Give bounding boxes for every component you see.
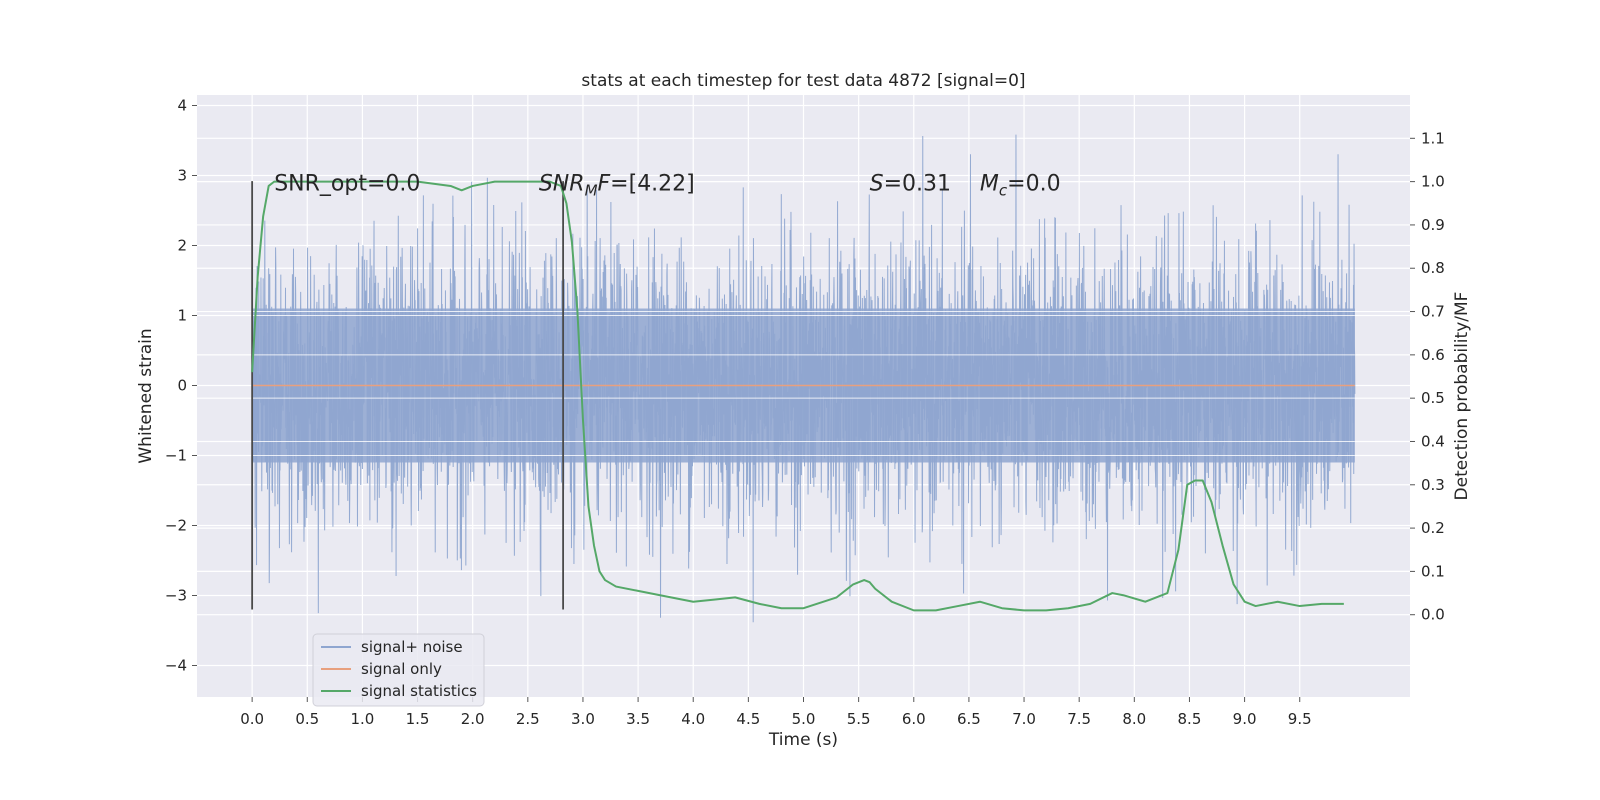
annotation-main: SNR bbox=[539, 172, 585, 197]
y-tick-label: 3 bbox=[177, 167, 187, 185]
x-tick-label: 1.5 bbox=[406, 710, 430, 728]
annotation-main: SNR_opt=0.0 bbox=[274, 172, 420, 197]
y2-tick-label: 0.6 bbox=[1421, 346, 1445, 364]
annotation-subscript: c bbox=[999, 182, 1008, 200]
y-tick-label: −4 bbox=[165, 657, 187, 675]
line-layer bbox=[251, 180, 1355, 612]
x-tick-label: 2.5 bbox=[516, 710, 540, 728]
annotation-main: M bbox=[980, 172, 999, 197]
annotation-value: =0.31 bbox=[884, 172, 951, 197]
x-tick-label: 6.5 bbox=[957, 710, 981, 728]
annotation-mc-value: Mc=0.0 bbox=[980, 172, 1061, 200]
y-tick-label: −2 bbox=[165, 517, 187, 535]
x-tick-label: 3.0 bbox=[571, 710, 595, 728]
y-axis-label: Whitened strain bbox=[136, 328, 156, 463]
x-tick-label: 6.0 bbox=[902, 710, 926, 728]
y2-tick-label: 0.1 bbox=[1421, 562, 1445, 580]
x-tick-label: 0.5 bbox=[295, 710, 319, 728]
legend-box bbox=[312, 633, 485, 707]
x-tick-label: 7.0 bbox=[1012, 710, 1036, 728]
y2-tick-label: 0.3 bbox=[1421, 476, 1445, 494]
y-tick-label: 1 bbox=[177, 307, 187, 325]
annotation-snr-opt: SNR_opt=0.0 bbox=[274, 172, 420, 197]
y2-tick-label: 0.8 bbox=[1421, 259, 1445, 277]
y-tick-label: −1 bbox=[165, 447, 187, 465]
legend: signal+ noise signal only signal statistic… bbox=[312, 633, 485, 707]
chart-title: stats at each timestep for test data 487… bbox=[581, 71, 1025, 91]
x-tick-label: 2.0 bbox=[461, 710, 485, 728]
y2-tick-label: 1.1 bbox=[1421, 129, 1445, 147]
y2-axis-label: Detection probability/MF bbox=[1452, 292, 1472, 501]
x-tick-label: 8.5 bbox=[1178, 710, 1202, 728]
y2-tick-label: 0.4 bbox=[1421, 432, 1445, 450]
legend-label-1: signal only bbox=[361, 660, 442, 678]
x-tick-label: 7.5 bbox=[1067, 710, 1091, 728]
x-tick-label: 9.0 bbox=[1233, 710, 1257, 728]
annotation-s-value: S=0.31 bbox=[870, 172, 951, 197]
x-tick-label: 0.0 bbox=[240, 710, 264, 728]
y-tick-label: 0 bbox=[177, 377, 187, 395]
y2-tick-label: 0.5 bbox=[1421, 389, 1445, 407]
tick-layer: 0.0 0.5 1.0 1.5 2.0 2.5 3.0 3.5 4.0 4.5 5.0 5.5 6.0 6… bbox=[165, 97, 1445, 729]
x-tick-label: 4.5 bbox=[736, 710, 760, 728]
y2-tick-label: 1.0 bbox=[1421, 173, 1445, 191]
y-tick-label: −3 bbox=[165, 587, 187, 605]
x-tick-label: 5.5 bbox=[847, 710, 871, 728]
x-tick-label: 3.5 bbox=[626, 710, 650, 728]
x-tick-label: 5.0 bbox=[792, 710, 816, 728]
y2-tick-label: 0.9 bbox=[1421, 216, 1445, 234]
signal-statistics-line bbox=[251, 180, 1344, 612]
x-tick-label: 1.0 bbox=[350, 710, 374, 728]
y-tick-label: 4 bbox=[177, 97, 187, 115]
legend-label-2: signal statistics bbox=[361, 682, 477, 700]
x-tick-label: 8.0 bbox=[1122, 710, 1146, 728]
y-tick-label: 2 bbox=[177, 237, 187, 255]
y2-tick-label: 0.7 bbox=[1421, 303, 1445, 321]
annotation-value: =0.0 bbox=[1007, 172, 1060, 197]
legend-label-0: signal+ noise bbox=[361, 638, 463, 656]
x-axis-label: Time (s) bbox=[768, 730, 838, 750]
annotation-snr-mf: SNRMF=[4.22] bbox=[539, 172, 695, 200]
annotation-subscript: M bbox=[585, 182, 598, 200]
annotation-main: S bbox=[870, 172, 884, 197]
annotation-value: F=[4.22] bbox=[598, 172, 695, 197]
x-tick-label: 4.0 bbox=[681, 710, 705, 728]
text-layer: stats at each timestep for test data 487… bbox=[136, 71, 1472, 750]
annotation-layer: SNR_opt=0.0 SNRMF=[4.22] S=0.31 Mc=0.0 bbox=[274, 172, 1060, 200]
y2-tick-label: 0.0 bbox=[1421, 606, 1445, 624]
x-tick-label: 9.5 bbox=[1288, 710, 1312, 728]
y2-tick-label: 0.2 bbox=[1421, 519, 1445, 537]
